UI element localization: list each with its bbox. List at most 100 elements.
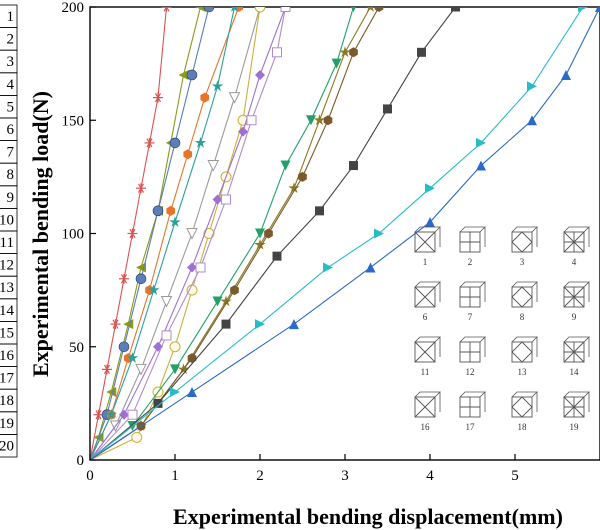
- lattice-structure-icon: [511, 281, 538, 308]
- series-line: [90, 7, 236, 460]
- legend-number: 17: [0, 371, 15, 387]
- lattice-cell: 14: [563, 336, 590, 377]
- x-tick-label: 4: [426, 468, 434, 484]
- legend-number: 2: [7, 32, 15, 48]
- data-point-marker: [255, 69, 265, 80]
- data-point-marker: [169, 216, 181, 228]
- data-point-marker: [169, 137, 181, 149]
- data-point-marker: [170, 387, 180, 398]
- lattice-number-label: 8: [520, 312, 525, 322]
- data-point-marker: [298, 171, 307, 182]
- data-point-marker: [366, 7, 375, 12]
- data-point-marker: [119, 273, 129, 284]
- data-point-marker: [313, 114, 326, 126]
- series-line: [90, 7, 261, 460]
- lattice-cell: 13: [511, 336, 538, 377]
- series-triangle-right-cyan: [90, 7, 588, 460]
- legend-number: 20: [0, 438, 14, 454]
- lattice-cell: 7: [459, 281, 486, 322]
- data-point-marker: [315, 206, 324, 216]
- lattice-cell: 2: [459, 226, 486, 267]
- data-point-marker: [228, 92, 241, 104]
- data-point-marker: [578, 7, 588, 12]
- data-point-marker: [136, 183, 146, 194]
- lattice-number-label: 4: [572, 257, 577, 267]
- data-point-marker: [246, 115, 257, 126]
- data-point-marker: [425, 217, 435, 228]
- data-point-marker: [135, 273, 147, 285]
- y-axis-ticks: 0 50 100 150 200: [62, 0, 96, 469]
- y-tick-label: 150: [62, 113, 85, 129]
- lattice-structure-icon: [459, 336, 486, 363]
- data-point-marker: [166, 205, 176, 216]
- data-point-marker: [207, 160, 220, 172]
- data-point-marker: [119, 409, 129, 420]
- lattice-structure-icon: [563, 281, 590, 308]
- lattice-cell: 9: [563, 281, 590, 322]
- data-point-marker: [187, 387, 197, 398]
- data-point-marker: [230, 285, 239, 296]
- series-line: [90, 7, 287, 460]
- lattice-number-label: 19: [570, 422, 580, 432]
- lattice-cell: 1: [414, 226, 441, 267]
- data-point-marker: [178, 69, 189, 80]
- data-point-marker: [349, 47, 358, 58]
- data-point-marker: [153, 92, 163, 103]
- series-square-open-purple: [90, 7, 291, 460]
- data-point-marker: [365, 262, 376, 273]
- legend-number: 3: [7, 54, 15, 70]
- lattice-structure-icon: [511, 336, 538, 363]
- data-point-marker: [221, 194, 231, 205]
- lattice-structure-icon: [511, 391, 538, 418]
- data-point-marker: [561, 69, 571, 80]
- legend-number: 6: [7, 122, 15, 138]
- lattice-number-label: 14: [570, 367, 580, 377]
- lattice-number-label: 18: [518, 422, 528, 432]
- series-layer: [90, 7, 600, 460]
- data-point-marker: [288, 182, 300, 194]
- legend-number: 4: [7, 77, 15, 93]
- lattice-number-label: 9: [572, 312, 577, 322]
- data-point-marker: [280, 7, 291, 12]
- lattice-cell: 18: [511, 391, 538, 432]
- y-tick-label: 200: [62, 0, 85, 16]
- legend-number: 18: [0, 393, 14, 409]
- data-point-marker: [272, 47, 282, 58]
- lattice-number-label: 17: [466, 422, 476, 432]
- data-point-marker: [255, 319, 265, 330]
- data-point-marker: [476, 137, 486, 148]
- legend-number: 12: [0, 258, 14, 274]
- lattice-number-label: 2: [468, 257, 473, 267]
- data-point-marker: [254, 7, 266, 13]
- data-point-marker: [203, 228, 215, 239]
- series-triangle-down-green: [90, 7, 356, 460]
- y-tick-label: 0: [77, 453, 85, 469]
- x-axis-title: Experimental bending displacement(mm): [173, 504, 563, 529]
- lattice-structure-icon: [414, 391, 441, 418]
- data-point-marker: [186, 228, 198, 240]
- data-point-marker: [221, 319, 231, 329]
- lattice-structure-icon: [563, 336, 590, 363]
- lattice-number-label: 1: [423, 257, 428, 267]
- series-star-teal: [90, 7, 239, 460]
- series-sphere-blue: [90, 7, 215, 460]
- x-tick-label: 5: [511, 468, 519, 484]
- lattice-structure-icon: [563, 226, 590, 253]
- series-line: [90, 7, 168, 460]
- data-point-marker: [425, 183, 435, 194]
- lattice-number-label: 7: [468, 312, 473, 322]
- data-point-marker: [230, 7, 239, 12]
- x-tick-label: 2: [256, 468, 264, 484]
- legend-number: 15: [0, 325, 14, 341]
- data-point-marker: [187, 262, 197, 273]
- data-point-marker: [161, 330, 172, 341]
- data-point-marker: [323, 262, 333, 273]
- data-point-marker: [374, 228, 384, 239]
- data-point-marker: [595, 7, 600, 12]
- legend-number: 1: [7, 9, 15, 25]
- lattice-structure-icon: [414, 336, 441, 363]
- lattice-cell: 3: [511, 226, 538, 267]
- data-point-marker: [351, 7, 356, 12]
- lattice-cell: 16: [414, 391, 441, 432]
